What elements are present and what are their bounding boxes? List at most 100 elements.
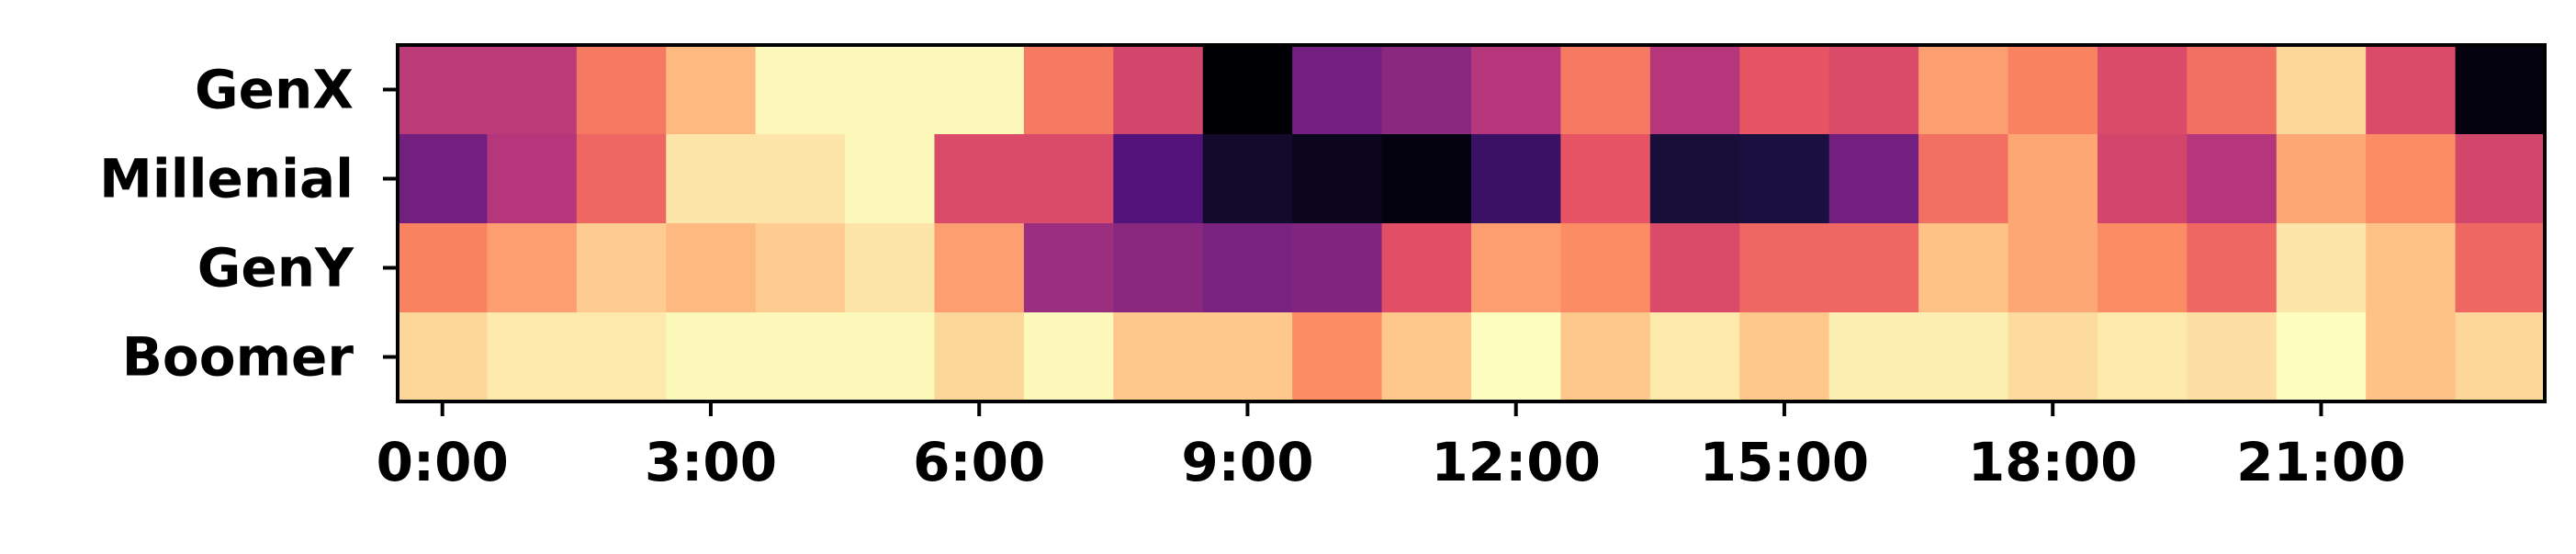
heatmap-cell-millenial-19 bbox=[2097, 134, 2188, 224]
heatmap-cell-boomer-11 bbox=[1381, 312, 1472, 402]
heatmap-cell-millenial-20 bbox=[2187, 134, 2278, 224]
heatmap-cell-boomer-22 bbox=[2366, 312, 2457, 402]
heatmap-cell-genx-9 bbox=[1202, 45, 1293, 135]
heatmap-cell-geny-16 bbox=[1828, 223, 1919, 313]
heatmap-cell-millenial-1 bbox=[487, 134, 578, 224]
heatmap-cell-geny-6 bbox=[934, 223, 1025, 313]
x-tick-label-15: 15:00 bbox=[1700, 431, 1870, 493]
heatmap-cell-geny-4 bbox=[755, 223, 846, 313]
x-tick-label-3: 3:00 bbox=[645, 431, 777, 493]
heatmap-cell-genx-14 bbox=[1649, 45, 1740, 135]
heatmap-cell-geny-20 bbox=[2187, 223, 2278, 313]
y-axis: GenX Millenial GenY Boomer bbox=[99, 59, 398, 389]
heatmap-cell-genx-5 bbox=[845, 45, 936, 135]
heatmap-cell-boomer-9 bbox=[1202, 312, 1293, 402]
x-tick-label-9: 9:00 bbox=[1181, 431, 1313, 493]
heatmap-cell-geny-7 bbox=[1023, 223, 1114, 313]
heatmap-cell-genx-10 bbox=[1292, 45, 1383, 135]
heatmap-cell-boomer-12 bbox=[1471, 312, 1562, 402]
heatmap-cell-genx-3 bbox=[666, 45, 757, 135]
heatmap-cell-genx-17 bbox=[1918, 45, 2009, 135]
heatmap-cell-genx-4 bbox=[755, 45, 846, 135]
heatmap-cell-boomer-4 bbox=[755, 312, 846, 402]
heatmap-cell-geny-22 bbox=[2366, 223, 2457, 313]
heatmap-cell-genx-6 bbox=[934, 45, 1025, 135]
heatmap-cell-boomer-14 bbox=[1649, 312, 1740, 402]
heatmap-cell-millenial-5 bbox=[845, 134, 936, 224]
heatmap-cell-boomer-10 bbox=[1292, 312, 1383, 402]
heatmap-cell-millenial-18 bbox=[2008, 134, 2098, 224]
heatmap-cell-boomer-3 bbox=[666, 312, 757, 402]
heatmap-cell-genx-16 bbox=[1828, 45, 1919, 135]
heatmap-cell-millenial-6 bbox=[934, 134, 1025, 224]
heatmap-cell-millenial-9 bbox=[1202, 134, 1293, 224]
heatmap-cell-geny-2 bbox=[576, 223, 667, 313]
heatmap-cell-geny-13 bbox=[1560, 223, 1651, 313]
heatmap-cell-geny-9 bbox=[1202, 223, 1293, 313]
heatmap-cell-millenial-8 bbox=[1113, 134, 1204, 224]
heatmap-cell-genx-22 bbox=[2366, 45, 2457, 135]
y-tick-label-genx: GenX bbox=[195, 59, 354, 121]
heatmap-cell-boomer-0 bbox=[398, 312, 489, 402]
heatmap-cell-millenial-13 bbox=[1560, 134, 1651, 224]
heatmap-cell-millenial-10 bbox=[1292, 134, 1383, 224]
heatmap-cell-genx-13 bbox=[1560, 45, 1651, 135]
heatmap-cell-geny-3 bbox=[666, 223, 757, 313]
heatmap-cell-geny-21 bbox=[2276, 223, 2367, 313]
heatmap-cell-genx-18 bbox=[2008, 45, 2098, 135]
heatmap-cell-boomer-15 bbox=[1739, 312, 1830, 402]
x-tick-label-0: 0:00 bbox=[377, 431, 509, 493]
heatmap-cell-geny-11 bbox=[1381, 223, 1472, 313]
x-tick-label-12: 12:00 bbox=[1431, 431, 1601, 493]
heatmap-cell-boomer-17 bbox=[1918, 312, 2009, 402]
heatmap-cell-millenial-11 bbox=[1381, 134, 1472, 224]
heatmap-cell-millenial-16 bbox=[1828, 134, 1919, 224]
y-tick-label-geny: GenY bbox=[197, 237, 354, 300]
heatmap-cell-genx-12 bbox=[1471, 45, 1562, 135]
heatmap-cell-millenial-2 bbox=[576, 134, 667, 224]
heatmap-cell-boomer-18 bbox=[2008, 312, 2098, 402]
heatmap-cell-genx-19 bbox=[2097, 45, 2188, 135]
heatmap-cell-boomer-21 bbox=[2276, 312, 2367, 402]
heatmap-cell-genx-23 bbox=[2455, 45, 2546, 135]
heatmap-cell-millenial-4 bbox=[755, 134, 846, 224]
heatmap-cell-geny-12 bbox=[1471, 223, 1562, 313]
heatmap-cell-millenial-17 bbox=[1918, 134, 2009, 224]
heatmap-cell-geny-23 bbox=[2455, 223, 2546, 313]
heatmap-cell-millenial-14 bbox=[1649, 134, 1740, 224]
heatmap-cell-millenial-3 bbox=[666, 134, 757, 224]
heatmap-cell-boomer-2 bbox=[576, 312, 667, 402]
heatmap-cell-geny-18 bbox=[2008, 223, 2098, 313]
heatmap-cell-geny-1 bbox=[487, 223, 578, 313]
heatmap-cell-genx-0 bbox=[398, 45, 489, 135]
heatmap-cell-geny-19 bbox=[2097, 223, 2188, 313]
heatmap-cell-boomer-23 bbox=[2455, 312, 2546, 402]
heatmap-cell-boomer-13 bbox=[1560, 312, 1651, 402]
heatmap-cell-millenial-23 bbox=[2455, 134, 2546, 224]
heatmap-cell-millenial-0 bbox=[398, 134, 489, 224]
heatmap-cell-genx-7 bbox=[1023, 45, 1114, 135]
heatmap-cell-genx-11 bbox=[1381, 45, 1472, 135]
heatmap-cell-geny-0 bbox=[398, 223, 489, 313]
heatmap-cell-boomer-8 bbox=[1113, 312, 1204, 402]
heatmap-cell-boomer-6 bbox=[934, 312, 1025, 402]
heatmap-cell-genx-2 bbox=[576, 45, 667, 135]
heatmap-cell-boomer-1 bbox=[487, 312, 578, 402]
heatmap-cell-boomer-20 bbox=[2187, 312, 2278, 402]
heatmap-cell-geny-8 bbox=[1113, 223, 1204, 313]
heatmap-cell-boomer-16 bbox=[1828, 312, 1919, 402]
heatmap-cells bbox=[398, 45, 2546, 402]
heatmap-cell-geny-5 bbox=[845, 223, 936, 313]
y-tick-label-millenial: Millenial bbox=[99, 148, 354, 210]
y-tick-label-boomer: Boomer bbox=[122, 326, 354, 389]
heatmap-cell-millenial-22 bbox=[2366, 134, 2457, 224]
heatmap-cell-genx-1 bbox=[487, 45, 578, 135]
heatmap-cell-boomer-5 bbox=[845, 312, 936, 402]
heatmap-cell-geny-10 bbox=[1292, 223, 1383, 313]
plot-frame bbox=[396, 43, 2547, 403]
heatmap-cell-genx-21 bbox=[2276, 45, 2367, 135]
heatmap-cell-geny-17 bbox=[1918, 223, 2009, 313]
heatmap-cell-millenial-15 bbox=[1739, 134, 1830, 224]
heatmap-cell-millenial-12 bbox=[1471, 134, 1562, 224]
